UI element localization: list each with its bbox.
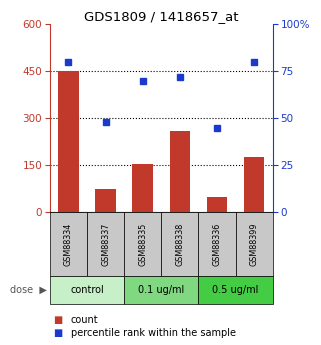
- Text: ■: ■: [53, 328, 62, 337]
- Text: GSM88335: GSM88335: [138, 223, 147, 266]
- Text: percentile rank within the sample: percentile rank within the sample: [71, 328, 236, 337]
- Bar: [207, 197, 227, 212]
- Text: GSM88336: GSM88336: [213, 223, 221, 266]
- Bar: [133, 164, 153, 212]
- Bar: [95, 189, 116, 212]
- Text: GSM88334: GSM88334: [64, 223, 73, 266]
- Bar: [58, 71, 79, 212]
- Bar: [170, 131, 190, 212]
- Text: GSM88337: GSM88337: [101, 223, 110, 266]
- Text: 0.5 ug/ml: 0.5 ug/ml: [213, 285, 259, 295]
- Text: GSM88399: GSM88399: [250, 222, 259, 266]
- Text: control: control: [70, 285, 104, 295]
- Text: GSM88338: GSM88338: [175, 223, 184, 266]
- Text: dose  ▶: dose ▶: [10, 285, 47, 295]
- Text: 0.1 ug/ml: 0.1 ug/ml: [138, 285, 185, 295]
- Text: count: count: [71, 315, 98, 325]
- Text: ■: ■: [53, 315, 62, 325]
- Title: GDS1809 / 1418657_at: GDS1809 / 1418657_at: [84, 10, 239, 23]
- Bar: [244, 157, 265, 212]
